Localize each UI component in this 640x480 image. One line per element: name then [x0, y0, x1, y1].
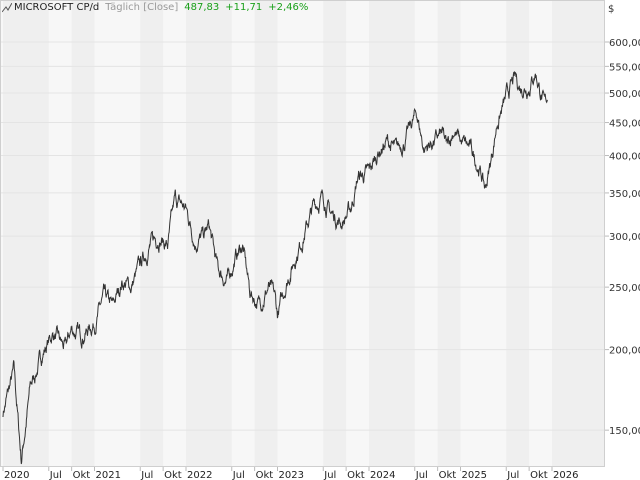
currency-label: $	[608, 4, 614, 15]
period-band	[254, 0, 278, 467]
plot-background	[0, 0, 605, 467]
x-tick-label: Okt	[439, 470, 457, 480]
x-tick-label: 2021	[96, 470, 121, 480]
period-band	[323, 0, 347, 467]
x-tick-label: 2025	[462, 470, 487, 480]
line-chart-icon	[2, 2, 12, 12]
x-tick-label: Jul	[415, 470, 428, 480]
x-tick-label: Okt	[73, 470, 91, 480]
x-tick-label: Okt	[347, 470, 365, 480]
period-band	[506, 0, 530, 467]
period-band	[186, 0, 232, 467]
y-tick-label: 250,00	[609, 283, 640, 294]
x-tick-label: Okt	[530, 470, 548, 480]
x-tick-label: Okt	[256, 470, 274, 480]
y-tick-label: 550,00	[609, 62, 640, 73]
x-tick-label: Jul	[232, 470, 245, 480]
period-band	[437, 0, 461, 467]
y-tick-label: 300,00	[609, 232, 640, 243]
x-tick-label: Jul	[140, 470, 153, 480]
period-band	[369, 0, 415, 467]
x-tick-label: Okt	[164, 470, 182, 480]
period-band	[71, 0, 95, 467]
y-tick-label: 350,00	[609, 189, 640, 200]
x-tick-label: 2023	[279, 470, 304, 480]
interval-label: Täglich [Close]	[105, 2, 179, 13]
x-tick-label: 2024	[370, 470, 395, 480]
y-tick-label: 500,00	[609, 89, 640, 100]
x-tick-label: 2020	[4, 470, 29, 480]
x-tick-label: Jul	[323, 470, 336, 480]
y-tick-label: 150,00	[609, 426, 640, 437]
chart-header: MICROSOFT CP/d Täglich [Close] 487,83 +1…	[2, 2, 308, 13]
instrument-title: MICROSOFT CP/d	[14, 2, 100, 13]
y-tick-label: 450,00	[609, 119, 640, 130]
price-line	[2, 71, 548, 465]
plot-frame	[0, 0, 605, 467]
price-change: +11,71	[225, 2, 263, 13]
y-tick-label: 600,00	[609, 38, 640, 49]
y-tick-label: 400,00	[609, 152, 640, 163]
x-tick-label: Jul	[49, 470, 62, 480]
x-tick-label: Jul	[506, 470, 519, 480]
price-change-pct: +2,46%	[268, 2, 309, 13]
y-tick-label: 200,00	[609, 346, 640, 357]
x-tick-label: 2022	[187, 470, 212, 480]
period-band	[3, 0, 49, 467]
x-tick-label: 2026	[553, 470, 578, 480]
last-price: 487,83	[184, 2, 220, 13]
period-band	[552, 0, 605, 467]
